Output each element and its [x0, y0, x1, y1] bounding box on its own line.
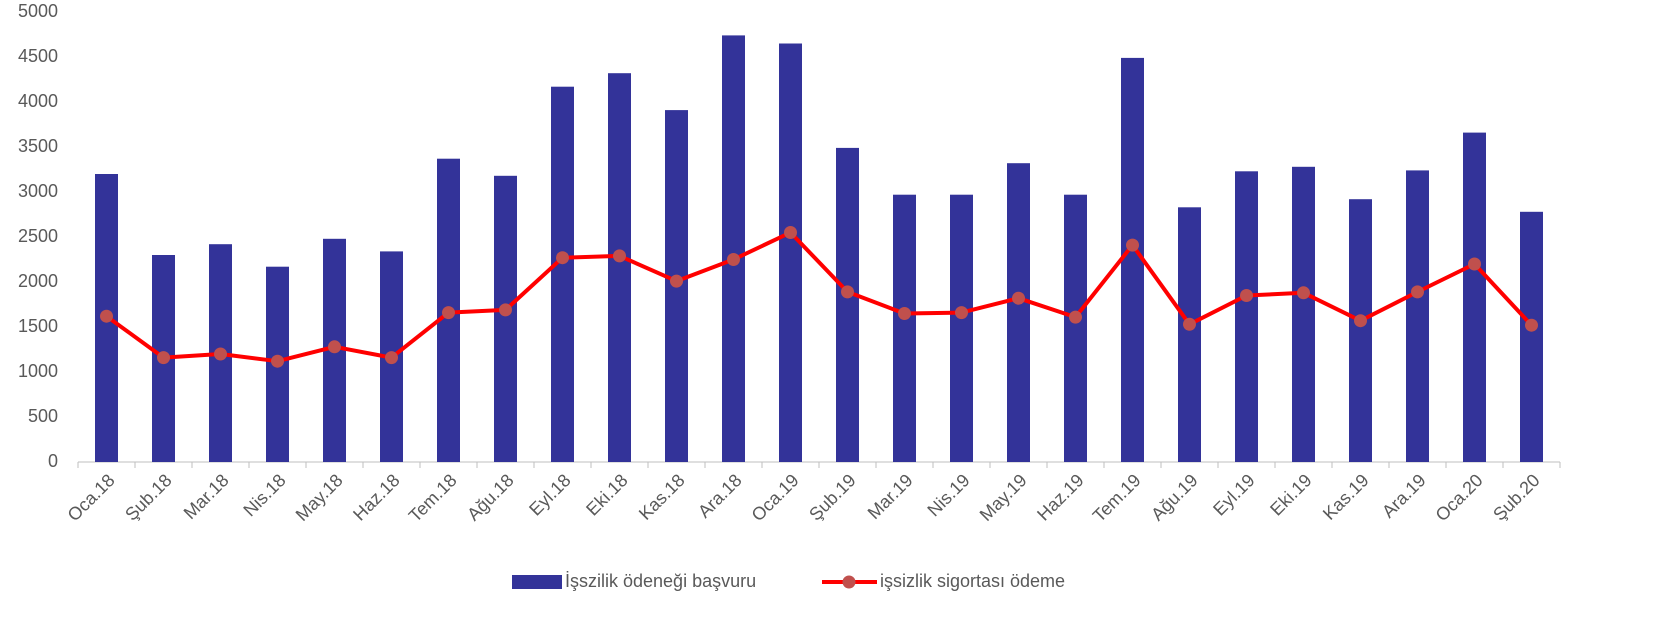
y-tick-label: 1500 — [18, 316, 58, 336]
x-tick-label: Haz.18 — [349, 470, 403, 524]
x-tick-label: Mar.19 — [864, 470, 917, 523]
y-tick-label: 4000 — [18, 91, 58, 111]
x-tick-label: May.19 — [976, 470, 1031, 525]
marker — [1126, 238, 1139, 252]
bar — [1349, 199, 1372, 462]
y-tick-label: 3500 — [18, 136, 58, 156]
bar — [1292, 166, 1315, 463]
marker — [898, 307, 911, 320]
x-tick-label: Oca.20 — [1431, 470, 1486, 525]
y-tick-label: 0 — [48, 451, 58, 471]
x-tick-label: Şub.20 — [1489, 470, 1543, 524]
legend-label: İşszilik ödeneği başvuru — [565, 571, 756, 591]
marker — [670, 274, 683, 288]
x-tick-label: Ara.18 — [694, 470, 746, 522]
legend-marker — [842, 575, 856, 589]
bar — [494, 175, 517, 463]
marker — [1183, 317, 1196, 331]
x-tick-label: Eki.19 — [1266, 470, 1316, 520]
y-tick-label: 3000 — [18, 181, 58, 201]
bar — [722, 35, 745, 463]
bar — [779, 43, 802, 462]
y-tick-label: 1000 — [18, 361, 58, 381]
bar — [1178, 207, 1201, 462]
x-tick-label: Eyl.18 — [525, 470, 575, 520]
x-tick-label: Şub.18 — [121, 470, 175, 524]
x-tick-label: Oca.18 — [63, 470, 118, 525]
x-tick-label: Eki.18 — [582, 470, 632, 520]
bar — [608, 73, 631, 462]
bar — [1235, 171, 1258, 463]
marker — [1525, 318, 1538, 332]
bar — [1406, 170, 1429, 462]
bar — [893, 194, 916, 462]
y-tick-label: 500 — [28, 406, 58, 426]
marker — [214, 347, 227, 361]
x-tick-label: Haz.19 — [1033, 470, 1087, 524]
marker — [328, 340, 341, 354]
x-tick-label: Mar.18 — [180, 470, 233, 523]
x-tick-label: Eyl.19 — [1209, 470, 1259, 520]
marker — [1297, 286, 1310, 300]
x-tick-label: Kas.19 — [1319, 470, 1373, 524]
y-tick-label: 4500 — [18, 46, 58, 66]
marker — [556, 251, 569, 265]
marker — [955, 306, 968, 320]
x-tick-label: Tem.19 — [1089, 470, 1145, 526]
bar — [1007, 163, 1030, 462]
bar — [836, 147, 859, 462]
y-tick-label: 5000 — [18, 1, 58, 21]
marker — [613, 249, 626, 263]
x-tick-label: Ağu.18 — [463, 470, 517, 524]
x-tick-label: May.18 — [292, 470, 347, 525]
x-tick-label: Tem.18 — [405, 470, 461, 526]
y-tick-label: 2500 — [18, 226, 58, 246]
marker — [727, 253, 740, 266]
marker — [1468, 257, 1481, 271]
x-tick-label: Ara.19 — [1378, 470, 1430, 522]
bar — [1463, 132, 1486, 462]
x-tick-label: Kas.18 — [635, 470, 689, 524]
bar — [551, 86, 574, 462]
marker — [1411, 285, 1424, 299]
bar — [1121, 57, 1144, 463]
x-tick-label: Şub.19 — [805, 470, 859, 524]
marker — [442, 306, 455, 320]
bar — [1064, 194, 1087, 462]
line — [105, 230, 1533, 364]
marker — [1012, 291, 1025, 305]
x-tick-label: Nis.19 — [923, 470, 973, 520]
x-tick-label: Oca.19 — [747, 470, 802, 525]
marker — [1069, 310, 1082, 324]
y-tick-label: 2000 — [18, 271, 58, 291]
marker — [499, 303, 512, 317]
marker — [841, 285, 854, 299]
x-tick-label: Ağu.19 — [1147, 470, 1201, 524]
legend-label: işsizlik sigortası ödeme — [880, 571, 1065, 591]
marker — [784, 226, 797, 239]
marker — [385, 351, 398, 365]
legend-swatch — [512, 575, 562, 589]
marker — [1240, 289, 1253, 302]
marker — [100, 309, 113, 323]
marker — [271, 354, 284, 368]
x-tick-label: Nis.18 — [239, 470, 289, 520]
marker — [1354, 314, 1367, 328]
bar — [1520, 211, 1543, 462]
marker — [157, 351, 170, 365]
bar — [950, 194, 973, 462]
